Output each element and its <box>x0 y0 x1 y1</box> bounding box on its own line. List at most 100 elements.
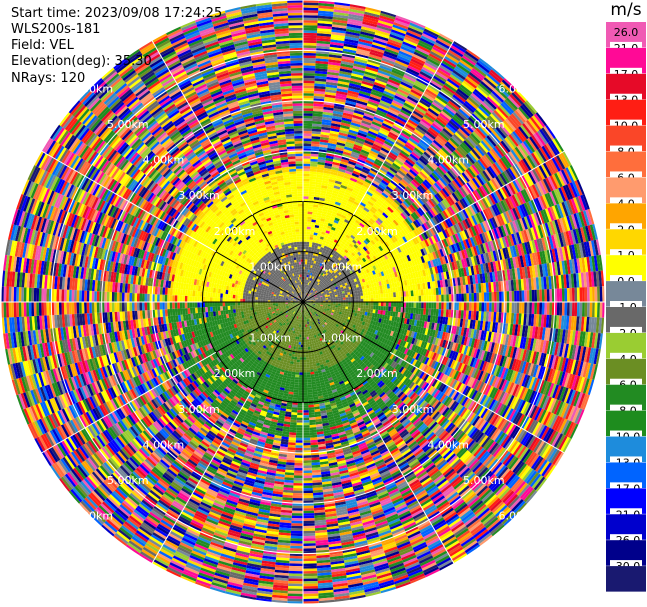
velocity-cell <box>347 131 358 137</box>
velocity-cell <box>396 55 411 63</box>
velocity-cell <box>343 46 357 51</box>
velocity-cell <box>514 290 517 302</box>
velocity-cell <box>328 56 342 61</box>
velocity-cell <box>320 136 329 141</box>
velocity-cell <box>369 125 380 132</box>
velocity-cell <box>303 246 306 250</box>
velocity-cell <box>303 234 307 237</box>
velocity-cell <box>307 277 310 281</box>
velocity-cell <box>303 100 314 104</box>
velocity-cell <box>340 65 353 71</box>
velocity-cell <box>303 60 316 64</box>
velocity-cell <box>406 29 422 38</box>
velocity-cell <box>428 53 443 63</box>
velocity-cell <box>341 182 349 187</box>
velocity-cell <box>415 80 428 89</box>
velocity-cell <box>342 151 352 156</box>
velocity-cell <box>347 212 354 217</box>
velocity-cell <box>390 306 394 312</box>
velocity-cell <box>314 78 327 82</box>
velocity-cell <box>312 276 315 279</box>
velocity-cell <box>347 292 351 295</box>
velocity-cell <box>396 90 409 98</box>
velocity-cell <box>387 78 401 86</box>
velocity-cell <box>303 32 318 36</box>
velocity-cell <box>319 262 323 267</box>
velocity-cell <box>320 134 330 138</box>
velocity-cell <box>350 193 357 199</box>
velocity-cell <box>313 103 324 107</box>
velocity-cell <box>352 65 366 72</box>
velocity-cell <box>569 302 573 317</box>
velocity-cell <box>509 302 512 313</box>
velocity-cell <box>360 31 375 37</box>
velocity-cell <box>317 210 323 214</box>
velocity-cell <box>380 297 384 302</box>
velocity-cell <box>410 20 426 29</box>
velocity-cell <box>353 187 361 193</box>
velocity-cell <box>379 12 396 20</box>
velocity-cell <box>327 66 340 71</box>
velocity-cell <box>347 294 351 298</box>
velocity-cell <box>458 302 462 311</box>
velocity-cell <box>378 17 394 25</box>
velocity-cell <box>380 10 397 18</box>
velocity-cell <box>360 305 364 309</box>
velocity-cell <box>349 3 366 10</box>
velocity-cell <box>323 221 329 226</box>
velocity-cell <box>326 71 340 76</box>
velocity-cell <box>330 237 335 242</box>
velocity-cell <box>358 156 367 162</box>
velocity-cell <box>367 130 378 137</box>
velocity-cell <box>319 192 326 197</box>
velocity-cell <box>393 97 405 105</box>
velocity-cell <box>404 100 417 108</box>
velocity-cell <box>308 274 311 278</box>
velocity-cell <box>362 75 376 82</box>
velocity-cell <box>312 270 315 274</box>
velocity-cell <box>372 118 383 125</box>
velocity-cell <box>303 135 312 139</box>
velocity-cell <box>305 287 307 290</box>
velocity-cell <box>344 36 359 42</box>
velocity-cell <box>340 124 350 130</box>
velocity-cell <box>413 296 417 302</box>
velocity-cell <box>408 290 412 297</box>
velocity-cell <box>303 178 310 182</box>
velocity-cell <box>355 304 359 308</box>
velocity-cell <box>368 298 371 302</box>
velocity-cell <box>381 95 394 102</box>
velocity-cell <box>396 297 399 302</box>
velocity-cell <box>313 196 320 201</box>
velocity-cell <box>319 249 323 253</box>
velocity-cell <box>521 302 525 314</box>
velocity-cell <box>323 167 332 172</box>
velocity-cell <box>398 50 413 59</box>
velocity-cell <box>357 192 365 198</box>
velocity-cell <box>370 123 381 130</box>
velocity-cell <box>332 222 338 227</box>
velocity-cell <box>405 291 409 297</box>
velocity-cell <box>400 81 413 89</box>
velocity-cell <box>306 279 308 283</box>
velocity-cell <box>308 288 310 291</box>
velocity-cell <box>349 124 360 130</box>
velocity-cell <box>325 81 338 86</box>
velocity-cell <box>386 83 399 91</box>
velocity-cell <box>383 293 386 298</box>
velocity-cell <box>328 181 335 186</box>
velocity-cell <box>305 277 307 280</box>
velocity-cell <box>315 275 319 278</box>
velocity-cell <box>398 302 402 308</box>
velocity-cell <box>303 206 308 209</box>
velocity-cell <box>314 83 326 87</box>
velocity-cell <box>404 36 419 45</box>
velocity-cell <box>375 298 379 302</box>
velocity-cell <box>303 221 308 225</box>
velocity-cell <box>374 32 390 39</box>
velocity-cell <box>307 259 310 263</box>
velocity-cell <box>405 69 419 78</box>
velocity-cell <box>531 289 535 302</box>
velocity-cell <box>597 286 600 302</box>
velocity-cell <box>549 289 553 302</box>
